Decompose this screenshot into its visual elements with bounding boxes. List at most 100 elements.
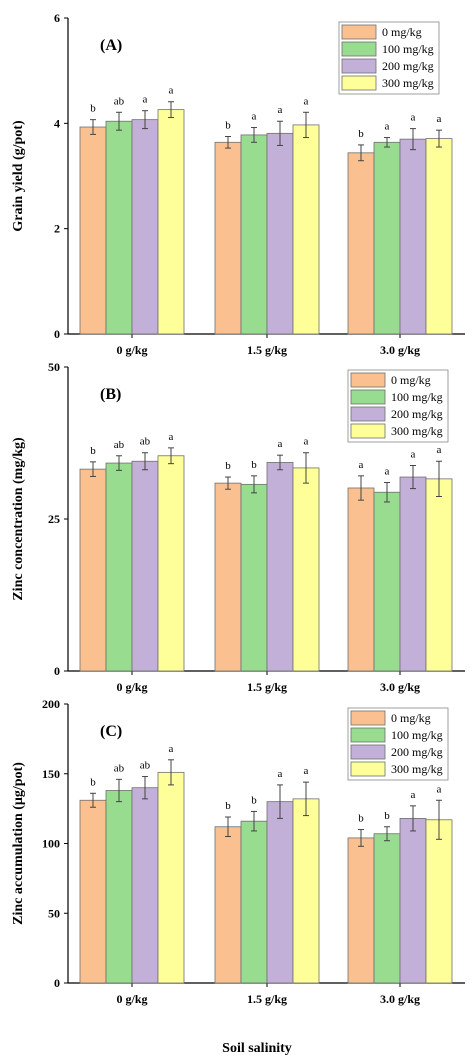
significance-letter: a xyxy=(411,448,416,460)
significance-letter: a xyxy=(169,85,174,97)
significance-letter: ab xyxy=(114,439,125,451)
legend-swatch xyxy=(350,761,386,777)
significance-letter: ab xyxy=(114,95,125,107)
bar xyxy=(105,790,133,984)
bar xyxy=(131,787,159,984)
chart-panel-3: 0 50 100 150 200 Zinc accumulation (μg/pot) (C… xyxy=(11,697,465,1006)
significance-letter: ab xyxy=(140,760,151,772)
y-axis-title: Zinc concentration (mg/kg) xyxy=(11,437,26,601)
bar xyxy=(347,152,375,335)
legend: 0 mg/kg 100 mg/kg 200 mg/kg 300 mg/kg xyxy=(347,369,449,443)
bar xyxy=(240,483,268,672)
legend-label: 200 mg/kg xyxy=(391,745,443,759)
x-tick-label: 0 g/kg xyxy=(116,992,147,1006)
y-tick-label: 50 xyxy=(48,360,60,374)
legend-label: 300 mg/kg xyxy=(391,762,443,776)
bar xyxy=(240,134,268,335)
x-tick-label: 1.5 g/kg xyxy=(247,680,287,694)
bar xyxy=(105,462,133,672)
y-tick-label: 150 xyxy=(42,767,60,781)
significance-letter: a xyxy=(304,765,309,777)
significance-letter: a xyxy=(411,112,416,124)
bar xyxy=(373,141,401,335)
bar xyxy=(292,124,320,335)
x-tick-label: 0 g/kg xyxy=(116,680,147,694)
bar xyxy=(105,120,133,335)
bar xyxy=(79,468,107,672)
significance-letter: b xyxy=(358,813,364,825)
bar xyxy=(266,801,294,984)
significance-letter: b xyxy=(225,120,231,132)
legend-label: 100 mg/kg xyxy=(391,390,443,404)
bar xyxy=(347,487,375,672)
significance-letter: a xyxy=(437,113,442,125)
significance-letter: a xyxy=(252,111,257,123)
bar xyxy=(266,462,294,672)
significance-letter: b xyxy=(384,810,390,822)
bar xyxy=(266,132,294,335)
significance-letter: a xyxy=(437,783,442,795)
panel-label: (A) xyxy=(100,37,122,54)
bar xyxy=(214,826,242,984)
bar xyxy=(373,491,401,672)
bar xyxy=(399,476,427,672)
bar xyxy=(79,126,107,335)
bar xyxy=(79,799,107,984)
significance-letter: b xyxy=(225,460,231,472)
x-tick-label: 0 g/kg xyxy=(116,343,147,357)
legend-label: 0 mg/kg xyxy=(382,25,422,39)
y-axis-title: Zinc accumulation (μg/pot) xyxy=(11,762,26,925)
bar xyxy=(131,460,159,672)
bar xyxy=(292,467,320,672)
chart-panel-2: 0 25 50 Zinc concentration (mg/kg) (B) 0 g/kg… xyxy=(11,360,465,694)
y-tick-label: 6 xyxy=(54,11,60,25)
bar xyxy=(373,833,401,984)
y-tick-label: 25 xyxy=(48,512,60,526)
significance-letter: a xyxy=(169,743,174,755)
y-tick-label: 0 xyxy=(54,976,60,990)
bar xyxy=(399,138,427,335)
x-tick-label: 3.0 g/kg xyxy=(380,680,420,694)
significance-letter: a xyxy=(359,459,364,471)
bar xyxy=(157,771,185,984)
significance-letter: a xyxy=(278,438,283,450)
legend-swatch xyxy=(350,423,386,439)
bar xyxy=(157,109,185,335)
y-axis-title: Grain yield (g/pot) xyxy=(11,120,26,232)
bar xyxy=(157,455,185,672)
legend-swatch xyxy=(341,58,377,74)
significance-letter: a xyxy=(385,466,390,478)
legend-swatch xyxy=(350,372,386,388)
chart-panel-1: 0 2 4 6 Grain yield (g/pot) (A) 0 g/kg 1.5 g/kg… xyxy=(11,11,465,357)
panel-label: (C) xyxy=(100,723,122,740)
significance-letter: b xyxy=(90,776,96,788)
panel-label: (B) xyxy=(100,386,121,403)
significance-letter: a xyxy=(278,104,283,116)
significance-letter: a xyxy=(278,768,283,780)
legend-label: 0 mg/kg xyxy=(391,711,431,725)
bar xyxy=(214,141,242,335)
legend-swatch xyxy=(350,389,386,405)
significance-letter: b xyxy=(225,800,231,812)
bar xyxy=(425,138,453,335)
y-tick-label: 0 xyxy=(54,327,60,341)
bar xyxy=(425,478,453,672)
significance-letter: a xyxy=(437,444,442,456)
significance-letter: ab xyxy=(140,436,151,448)
significance-letter: a xyxy=(304,95,309,107)
significance-letter: b xyxy=(358,128,364,140)
legend-swatch xyxy=(350,406,386,422)
significance-letter: b xyxy=(90,445,96,457)
legend-swatch xyxy=(341,75,377,91)
significance-letter: b xyxy=(90,103,96,115)
x-tick-label: 3.0 g/kg xyxy=(380,343,420,357)
legend-label: 100 mg/kg xyxy=(391,728,443,742)
legend-label: 200 mg/kg xyxy=(382,59,434,73)
x-axis-title: Soil salinity xyxy=(222,1041,292,1056)
significance-letter: ab xyxy=(114,762,125,774)
y-tick-label: 2 xyxy=(54,222,60,236)
legend: 0 mg/kg 100 mg/kg 200 mg/kg 300 mg/kg xyxy=(347,707,449,781)
bar xyxy=(214,482,242,672)
legend-swatch xyxy=(341,41,377,57)
x-tick-label: 1.5 g/kg xyxy=(247,343,287,357)
